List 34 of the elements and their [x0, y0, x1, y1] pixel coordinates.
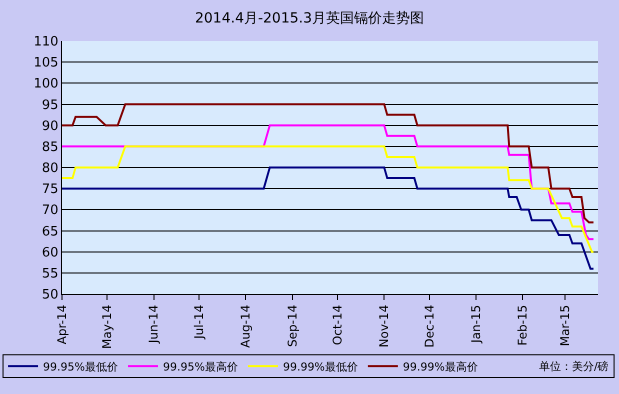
- x-tick-label: May-14: [100, 304, 114, 350]
- y-tick-label: 95: [42, 98, 58, 113]
- x-tick-label: Jul-14: [192, 304, 206, 340]
- y-tick-label: 90: [42, 118, 58, 134]
- y-tick-label: 60: [42, 245, 58, 260]
- legend-label: 99.95%最低价: [43, 360, 118, 374]
- y-tick-label: 80: [42, 161, 58, 176]
- y-tick-label: 110: [34, 34, 58, 50]
- x-tick-label: Jan-15: [468, 304, 483, 344]
- line-series: [62, 145, 594, 253]
- x-tick-label: Dec-14: [422, 304, 436, 348]
- x-tick-label: Sep-14: [285, 304, 300, 348]
- y-tick-label: 70: [42, 203, 58, 218]
- y-tick-label: 65: [42, 224, 58, 240]
- y-tick-label: 100: [34, 76, 58, 92]
- x-tick-label: Feb-15: [516, 304, 530, 346]
- line-series: [62, 166, 594, 270]
- text: 单位：美分/磅: [539, 360, 609, 373]
- x-tick-label: Apr-14: [54, 304, 69, 344]
- x-tick-label: Jun-14: [146, 304, 161, 344]
- line-series: [62, 103, 594, 224]
- x-tick-label: Aug-14: [238, 304, 253, 348]
- y-tick-label: 55: [42, 266, 58, 282]
- y-tick-label: 75: [42, 182, 58, 198]
- legend-label: 99.99%最高价: [402, 360, 478, 374]
- y-tick-label: 105: [34, 56, 58, 71]
- y-tick-label: 85: [42, 140, 58, 155]
- chart-title: 2014.4月-2015.3月英国镉价走势图: [194, 10, 424, 27]
- x-tick-label: Oct-14: [330, 304, 344, 346]
- x-tick-label: Nov-14: [377, 304, 392, 348]
- legend-label: 99.95%最高价: [162, 360, 238, 374]
- legend-label: 99.99%最低价: [282, 360, 358, 374]
- y-tick-label: 50: [42, 288, 58, 303]
- x-tick-label: Mar-15: [558, 304, 572, 346]
